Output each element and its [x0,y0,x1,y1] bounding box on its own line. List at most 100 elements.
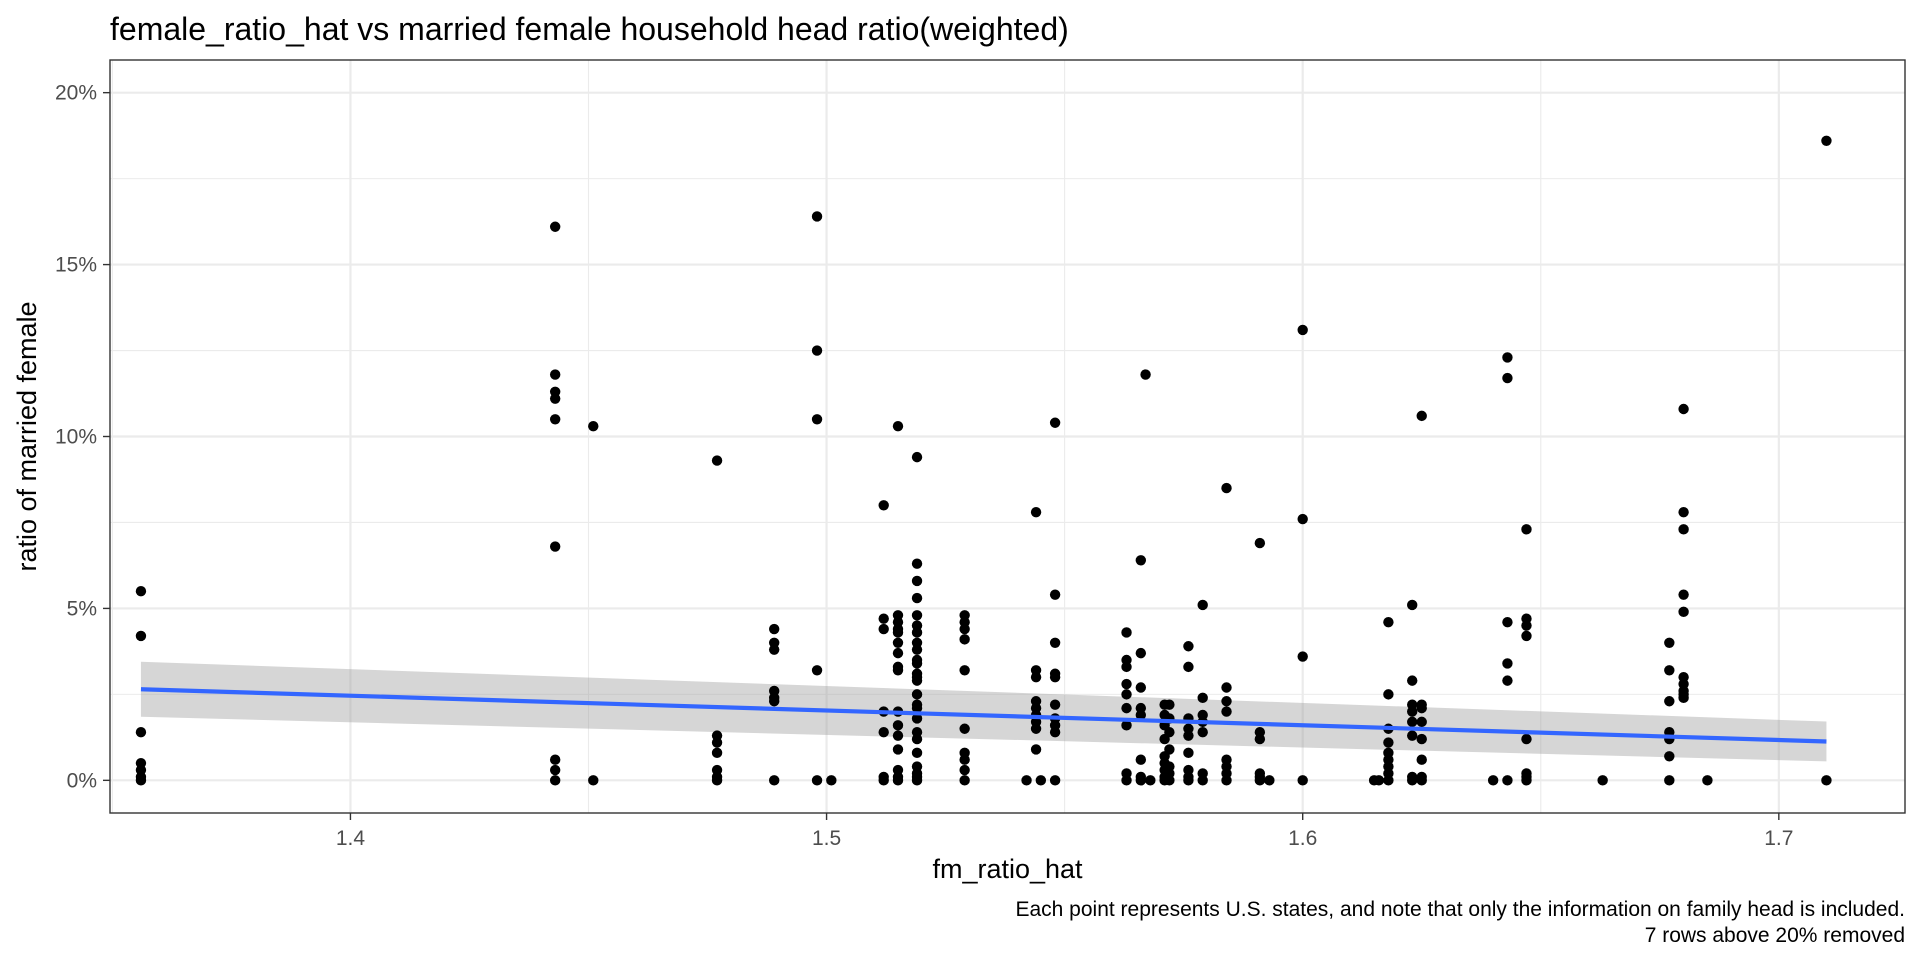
data-point [1121,689,1132,700]
data-point [959,665,970,676]
data-point [768,623,780,635]
data-point [711,747,723,759]
data-point [1183,747,1194,759]
data-point [811,211,823,222]
y-tick-label: 5% [67,597,97,620]
data-point [1502,372,1513,384]
data-point [1183,661,1194,673]
data-point [1164,726,1175,738]
data-point [1407,775,1418,786]
data-point [959,623,970,635]
y-tick-label: 15% [55,254,97,277]
data-point [1140,369,1151,380]
data-point [1297,513,1308,525]
data-point [892,647,904,659]
data-point [135,775,147,786]
data-point [1297,324,1308,336]
data-point [1183,641,1194,652]
confidence-band-area [140,661,1827,762]
data-point [1678,524,1689,535]
data-point [1030,506,1042,518]
data-point [1373,775,1385,786]
data-point [1221,775,1232,786]
data-point [892,730,904,741]
data-point [1297,651,1308,662]
data-point [1664,637,1675,649]
data-point [878,775,889,786]
data-point [911,733,923,745]
x-tick-label: 1.7 [1764,827,1793,850]
data-point [588,775,599,786]
data-point [1821,135,1832,147]
data-point [135,726,147,738]
data-point [1030,723,1042,734]
data-point [911,713,923,724]
data-point [1183,730,1194,741]
data-point [588,420,599,432]
y-tick-label: 20% [55,82,97,105]
y-axis-title: ratio of married female [12,301,42,571]
data-point [1030,744,1042,755]
x-axis-title: fm_ratio_hat [932,854,1083,884]
data-point [959,754,970,765]
data-point [1597,775,1608,786]
regression-line [140,687,1827,744]
data-point [1502,616,1513,628]
data-point [1135,754,1147,765]
data-point [1197,726,1208,738]
x-tick-label: 1.6 [1288,827,1317,850]
data-point [1416,410,1427,422]
data-point [1416,702,1427,714]
data-point [1145,775,1156,786]
data-point [892,637,904,649]
data-point [959,723,970,734]
data-point [878,500,889,511]
data-point [959,634,970,645]
data-point [1197,599,1208,611]
data-point [892,627,904,638]
data-point [1021,775,1032,786]
data-point [1121,678,1132,690]
data-point [1678,692,1689,704]
data-point [1407,675,1418,686]
data-point [1297,775,1308,786]
y-axis: 0% 5% 10% 15% 20% [55,82,110,792]
x-axis: 1.4 1.5 1.6 1.7 [336,813,1793,850]
data-point [911,592,923,604]
data-point [1383,775,1394,786]
data-point [892,420,904,432]
data-point [1678,506,1689,518]
data-point [549,764,561,776]
data-point [1407,599,1418,611]
data-point [1221,706,1232,717]
caption-line-2: 7 rows above 20% removed [1645,924,1905,947]
data-point [1678,606,1689,618]
data-point [135,586,147,597]
data-point [1183,775,1194,786]
data-point [1049,637,1061,649]
y-tick-label: 0% [67,769,97,792]
data-point [1502,775,1513,786]
data-point [549,221,561,232]
data-point [1121,720,1132,731]
data-point [1521,524,1532,535]
data-point [1821,775,1832,786]
data-point [959,775,970,786]
data-point [892,720,904,731]
data-point [1664,665,1675,676]
data-point [1135,647,1147,659]
data-point [1502,658,1513,669]
data-point [1135,555,1147,566]
data-points [135,135,1832,786]
data-point [1521,620,1532,631]
data-point [1702,775,1713,786]
data-point [1121,627,1132,638]
data-point [1135,682,1147,693]
x-tick-label: 1.4 [336,827,366,850]
data-point [1521,630,1532,642]
data-point [1664,751,1675,762]
data-point [1407,730,1418,741]
data-point [892,775,904,786]
data-point [1221,696,1232,707]
